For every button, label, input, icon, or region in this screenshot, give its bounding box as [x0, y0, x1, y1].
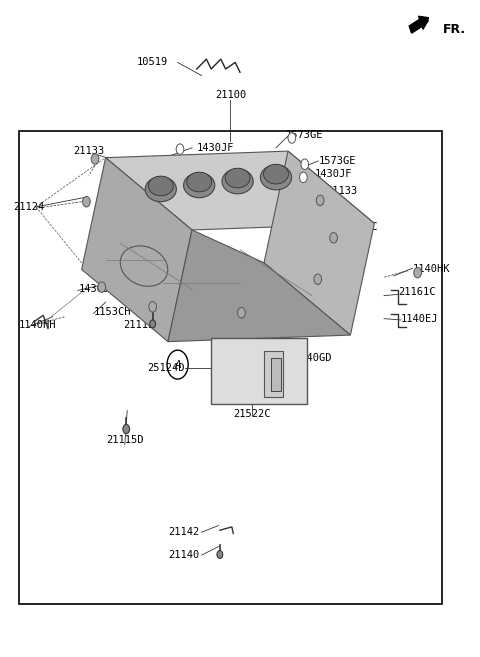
Ellipse shape	[148, 176, 173, 196]
Text: 21115E: 21115E	[123, 320, 160, 330]
Circle shape	[91, 154, 99, 164]
Circle shape	[314, 274, 322, 284]
Text: 21142: 21142	[168, 527, 199, 537]
Circle shape	[83, 196, 90, 207]
Text: 1573GE: 1573GE	[286, 129, 323, 140]
Circle shape	[300, 172, 307, 183]
Circle shape	[301, 159, 309, 170]
Circle shape	[98, 282, 106, 292]
Text: 21100: 21100	[215, 90, 246, 101]
Ellipse shape	[145, 177, 177, 202]
Text: 21124: 21124	[13, 202, 45, 212]
Text: 1140EJ: 1140EJ	[401, 313, 438, 324]
Ellipse shape	[264, 164, 288, 184]
Circle shape	[288, 133, 296, 143]
Ellipse shape	[183, 173, 215, 198]
Text: A: A	[174, 359, 181, 370]
Circle shape	[414, 267, 421, 278]
Circle shape	[316, 195, 324, 206]
Text: 1430JF: 1430JF	[314, 169, 352, 179]
Text: 1140HK: 1140HK	[413, 264, 450, 275]
Text: 25124D: 25124D	[147, 363, 184, 373]
Circle shape	[330, 233, 337, 243]
Text: 1140FN: 1140FN	[264, 281, 301, 291]
Text: 21522C: 21522C	[233, 409, 271, 419]
Polygon shape	[106, 151, 374, 230]
Ellipse shape	[225, 168, 250, 188]
Ellipse shape	[222, 169, 253, 194]
Text: 21140: 21140	[168, 550, 199, 560]
Text: 1573GE: 1573GE	[319, 156, 357, 166]
Text: 21161C: 21161C	[398, 287, 436, 298]
Text: 1430JF: 1430JF	[197, 143, 234, 153]
Text: 21115D: 21115D	[106, 435, 144, 445]
Text: 1140HH: 1140HH	[19, 320, 57, 330]
Text: 21133: 21133	[326, 185, 358, 196]
Circle shape	[176, 144, 184, 154]
Bar	[271, 358, 281, 391]
Circle shape	[150, 320, 156, 328]
Polygon shape	[168, 230, 350, 342]
Ellipse shape	[187, 172, 212, 192]
Text: FR.: FR.	[443, 23, 466, 36]
Circle shape	[149, 302, 156, 312]
Text: 1430JC: 1430JC	[341, 221, 378, 232]
Text: 1153CH: 1153CH	[94, 307, 131, 317]
Bar	[264, 351, 283, 397]
Text: 10519: 10519	[137, 57, 168, 68]
Text: 21114: 21114	[140, 307, 172, 317]
Text: 21119B: 21119B	[262, 382, 299, 393]
Text: 21133: 21133	[73, 146, 105, 156]
Text: A: A	[263, 187, 270, 198]
Text: 1430JC: 1430JC	[252, 297, 289, 307]
Bar	[211, 338, 307, 404]
Text: 21133: 21133	[329, 264, 360, 275]
Ellipse shape	[260, 165, 292, 190]
Ellipse shape	[120, 246, 168, 286]
Text: 1430JC: 1430JC	[79, 284, 117, 294]
Circle shape	[217, 551, 223, 558]
Bar	[19, 131, 442, 604]
Polygon shape	[82, 158, 192, 342]
Circle shape	[123, 424, 130, 434]
FancyArrow shape	[409, 16, 429, 33]
Polygon shape	[264, 151, 374, 335]
Circle shape	[238, 307, 245, 318]
Text: 1140GD: 1140GD	[295, 353, 333, 363]
